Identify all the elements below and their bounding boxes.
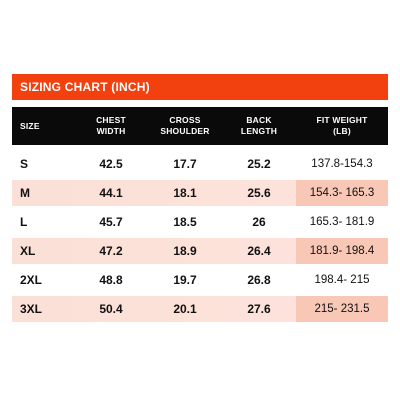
fit-weight-cell: 137.8-154.3 bbox=[311, 158, 373, 170]
back-cell: 27.6 bbox=[247, 302, 271, 316]
header-chest-width: CHEST WIDTH bbox=[74, 115, 148, 137]
size-cell: M bbox=[20, 186, 30, 200]
back-cell: 25.2 bbox=[247, 157, 271, 171]
back-cell: 26.4 bbox=[247, 244, 271, 258]
header-fit-line2: (LB) bbox=[333, 126, 351, 136]
size-cell: 3XL bbox=[20, 302, 43, 316]
back-cell: 26.8 bbox=[247, 273, 271, 287]
shoulder-cell: 19.7 bbox=[173, 273, 197, 287]
header-size: SIZE bbox=[12, 121, 74, 132]
header-back-line2: LENGTH bbox=[240, 126, 278, 136]
header-chest-line1: CHEST bbox=[96, 115, 126, 125]
chest-cell: 45.7 bbox=[99, 215, 123, 229]
back-cell: 25.6 bbox=[247, 186, 271, 200]
header-back-length: BACK LENGTH bbox=[222, 115, 296, 137]
header-cross-line1: CROSS bbox=[169, 115, 201, 125]
table-row: XL 47.2 18.9 26.4 181.9- 198.4 bbox=[12, 238, 388, 264]
table-header: SIZE CHEST WIDTH CROSS SHOULDER BACK LEN… bbox=[12, 107, 388, 145]
shoulder-cell: 20.1 bbox=[173, 302, 197, 316]
header-chest-line2: WIDTH bbox=[96, 126, 126, 136]
fit-weight-cell: 215- 231.5 bbox=[296, 296, 388, 322]
sizing-table: SIZE CHEST WIDTH CROSS SHOULDER BACK LEN… bbox=[12, 107, 388, 325]
chest-cell: 42.5 bbox=[99, 157, 123, 171]
chest-cell: 44.1 bbox=[99, 186, 123, 200]
chest-cell: 47.2 bbox=[99, 244, 123, 258]
shoulder-cell: 18.9 bbox=[173, 244, 197, 258]
header-cross-line2: SHOULDER bbox=[160, 126, 210, 136]
size-cell: S bbox=[20, 157, 29, 171]
header-size-label: SIZE bbox=[20, 120, 40, 131]
table-row: 2XL 48.8 19.7 26.8 198.4- 215 bbox=[12, 267, 388, 293]
fit-weight-cell: 181.9- 198.4 bbox=[296, 238, 388, 264]
header-cross-shoulder: CROSS SHOULDER bbox=[148, 115, 222, 137]
shoulder-cell: 17.7 bbox=[173, 157, 197, 171]
table-row: L 45.7 18.5 26 165.3- 181.9 bbox=[12, 209, 388, 235]
size-cell: 2XL bbox=[20, 273, 43, 287]
back-cell: 26 bbox=[252, 215, 266, 229]
shoulder-cell: 18.5 bbox=[173, 215, 197, 229]
header-fit-line1: FIT WEIGHT bbox=[316, 115, 368, 125]
shoulder-cell: 18.1 bbox=[173, 186, 197, 200]
table-row: M 44.1 18.1 25.6 154.3- 165.3 bbox=[12, 180, 388, 206]
table-row: 3XL 50.4 20.1 27.6 215- 231.5 bbox=[12, 296, 388, 322]
chart-title: SIZING CHART (INCH) bbox=[12, 74, 388, 100]
size-cell: L bbox=[20, 215, 28, 229]
fit-weight-cell: 165.3- 181.9 bbox=[309, 216, 375, 228]
chest-cell: 48.8 bbox=[99, 273, 123, 287]
fit-weight-cell: 198.4- 215 bbox=[314, 274, 370, 286]
size-cell: XL bbox=[20, 244, 36, 258]
fit-weight-cell: 154.3- 165.3 bbox=[296, 180, 388, 206]
chest-cell: 50.4 bbox=[99, 302, 123, 316]
header-fit-weight: FIT WEIGHT (LB) bbox=[296, 115, 388, 137]
header-back-line1: BACK bbox=[246, 115, 272, 125]
table-row: S 42.5 17.7 25.2 137.8-154.3 bbox=[12, 151, 388, 177]
